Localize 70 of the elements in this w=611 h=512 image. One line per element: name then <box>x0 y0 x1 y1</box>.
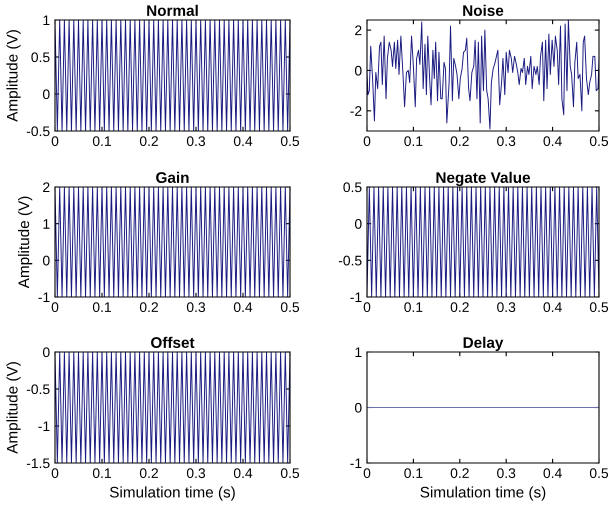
x-tick-label: 0.2 <box>140 136 158 146</box>
y-tick-label: 1 <box>43 219 50 229</box>
y-tick-label: 0 <box>354 402 362 413</box>
x-tick-label: 0.5 <box>590 136 608 146</box>
x-tick-label: 0.5 <box>280 136 300 146</box>
x-tick-label: 0.3 <box>497 136 516 146</box>
x-tick-label: 0.3 <box>497 302 516 312</box>
chart-title: Noise <box>463 4 504 16</box>
x-tick-label: 0.1 <box>92 468 111 478</box>
chart-title: Normal <box>147 4 198 16</box>
line-series <box>367 20 599 130</box>
y-tick-label: -1 <box>38 292 50 302</box>
x-tick-label: 0.3 <box>497 468 516 478</box>
x-tick-label: 0.4 <box>543 468 562 478</box>
chart-title: Offset <box>151 336 194 348</box>
x-tick-label: 0 <box>364 302 370 312</box>
y-axis-title: Amplitude (V) <box>6 30 21 122</box>
chart-title: Negate Value <box>436 172 530 186</box>
x-tick-label: 0.1 <box>404 136 422 146</box>
x-tick-label: 0.2 <box>450 136 469 146</box>
x-tick-label: 0.4 <box>234 468 252 478</box>
x-tick-label: 0.3 <box>186 136 206 146</box>
y-tick-label: -1 <box>350 458 362 468</box>
y-tick-label: -0.5 <box>338 256 362 266</box>
x-axis-title: Simulation time (s) <box>110 486 235 501</box>
y-axis-title: Amplitude (V) <box>18 196 32 288</box>
y-tick-label: -0.5 <box>26 384 50 394</box>
x-tick-label: 0 <box>364 468 370 478</box>
y-tick-label: 0 <box>354 219 362 229</box>
y-tick-label: -1 <box>350 292 362 302</box>
y-tick-label: 0.5 <box>343 182 362 192</box>
x-tick-label: 0.4 <box>543 302 562 312</box>
y-tick-label: -2 <box>350 106 362 116</box>
x-tick-label: 0.5 <box>590 468 608 478</box>
x-tick-label: 0 <box>364 136 370 146</box>
y-tick-label: 0 <box>354 66 362 76</box>
y-tick-label: 1 <box>355 347 362 358</box>
x-tick-label: 0.2 <box>450 302 469 312</box>
x-tick-label: 0 <box>52 136 58 146</box>
x-tick-label: 0.3 <box>186 302 206 312</box>
x-tick-label: 0.1 <box>92 302 111 312</box>
y-tick-label: -1 <box>38 421 50 432</box>
y-tick-label: -0.5 <box>26 126 50 136</box>
y-tick-label: 0 <box>42 89 50 100</box>
y-tick-label: 0 <box>42 256 50 266</box>
x-axis-title: Simulation time (s) <box>420 486 546 501</box>
x-tick-label: 0.5 <box>280 468 300 478</box>
x-tick-label: 0.3 <box>186 468 206 478</box>
x-tick-label: 0.2 <box>140 302 158 312</box>
x-tick-label: 0.5 <box>590 302 608 312</box>
y-tick-label: 2 <box>355 25 362 36</box>
x-tick-label: 0.4 <box>234 136 252 146</box>
y-tick-label: 0.5 <box>31 52 50 62</box>
y-tick-label: -1.5 <box>26 458 50 468</box>
x-tick-label: 0.1 <box>92 136 111 146</box>
x-tick-label: 0.2 <box>140 468 158 478</box>
x-tick-label: 0.5 <box>280 302 300 312</box>
y-axis-title: Amplitude (V) <box>6 362 21 454</box>
y-tick-label: 0 <box>42 347 50 358</box>
chart-title: Gain <box>156 172 189 183</box>
y-tick-label: 1 <box>43 15 50 26</box>
x-tick-label: 0 <box>52 468 58 478</box>
x-tick-label: 0.1 <box>404 302 422 312</box>
x-tick-label: 0.1 <box>404 468 422 478</box>
x-tick-label: 0.4 <box>234 302 252 312</box>
x-tick-label: 0 <box>52 302 58 312</box>
chart-title: Delay <box>464 336 504 352</box>
x-tick-label: 0.2 <box>450 468 469 478</box>
x-tick-label: 0.4 <box>543 136 562 146</box>
y-tick-label: 2 <box>43 182 50 192</box>
